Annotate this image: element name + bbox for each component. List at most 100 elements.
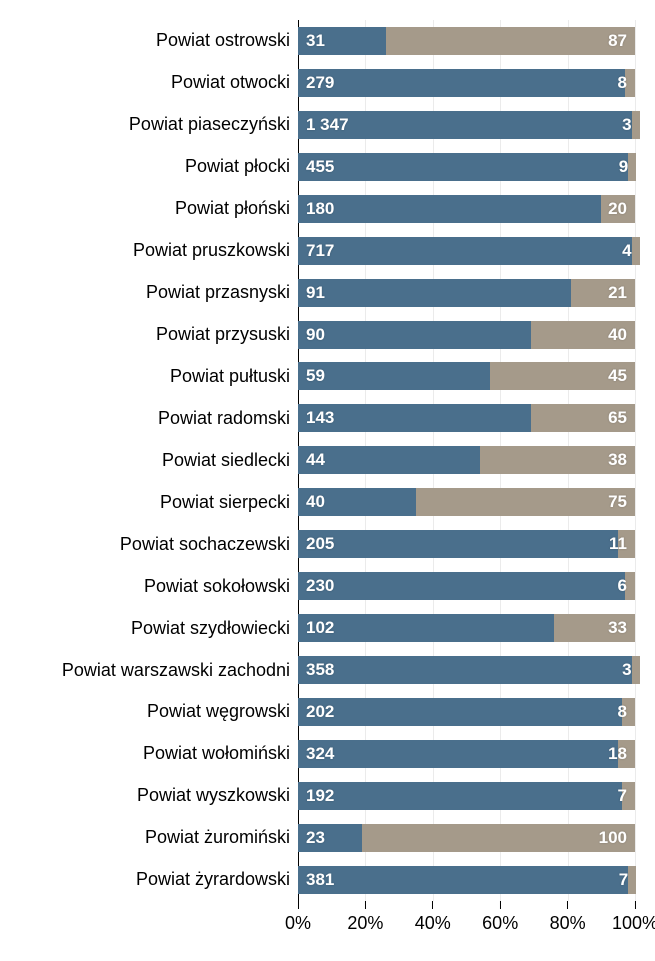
bar-segment-a: 324 xyxy=(298,740,618,768)
category-label: Powiat piaseczyński xyxy=(0,114,298,135)
x-axis: 0%20%40%60%80%100% xyxy=(298,901,635,961)
bar-segment-b: 20 xyxy=(601,195,635,223)
bar-value-b: 3 xyxy=(622,115,631,135)
category-label: Powiat szydłowiecki xyxy=(0,618,298,639)
category-label: Powiat żyrardowski xyxy=(0,869,298,890)
bar-track: 20511 xyxy=(298,530,635,558)
bar-track: 32418 xyxy=(298,740,635,768)
tick-label: 60% xyxy=(482,913,518,934)
bar-segment-b: 87 xyxy=(386,27,635,55)
bar-value-a: 40 xyxy=(306,492,325,512)
tick-label: 0% xyxy=(285,913,311,934)
bar-value-a: 381 xyxy=(306,870,334,890)
category-label: Powiat przysuski xyxy=(0,324,298,345)
category-label: Powiat pruszkowski xyxy=(0,240,298,261)
bar-value-b: 21 xyxy=(608,283,627,303)
bar-value-b: 4 xyxy=(622,241,631,261)
bar-segment-b: 65 xyxy=(531,404,635,432)
bar-value-a: 1 347 xyxy=(306,115,349,135)
bar-segment-a: 381 xyxy=(298,866,628,894)
bar-track: 1927 xyxy=(298,782,635,810)
bar-value-b: 20 xyxy=(608,199,627,219)
bar-value-a: 279 xyxy=(306,73,334,93)
bar-value-b: 33 xyxy=(608,618,627,638)
category-label: Powiat przasnyski xyxy=(0,282,298,303)
category-label: Powiat radomski xyxy=(0,408,298,429)
bar-value-a: 358 xyxy=(306,660,334,680)
x-axis-tick: 40% xyxy=(415,901,451,934)
tick-label: 40% xyxy=(415,913,451,934)
bar-track: 4559 xyxy=(298,153,635,181)
category-label: Powiat wyszkowski xyxy=(0,785,298,806)
x-axis-tick: 20% xyxy=(347,901,383,934)
tick-label: 100% xyxy=(612,913,655,934)
bar-track: 31 87 xyxy=(298,27,635,55)
bar-value-b: 3 xyxy=(622,660,631,680)
category-label: Powiat otwocki xyxy=(0,72,298,93)
bar-value-a: 90 xyxy=(306,325,325,345)
bar-segment-b: 40 xyxy=(531,321,635,349)
bar-segment-b: 11 xyxy=(618,530,635,558)
bar-segment-a: 90 xyxy=(298,321,531,349)
bar-track: 59 45 xyxy=(298,362,635,390)
bar-value-a: 143 xyxy=(306,408,334,428)
bar-track: 143 65 xyxy=(298,404,635,432)
bar-segment-a: 192 xyxy=(298,782,622,810)
bar-value-a: 59 xyxy=(306,366,325,386)
bar-track: 7174 xyxy=(298,237,635,265)
tick-label: 20% xyxy=(347,913,383,934)
category-label: Powiat ostrowski xyxy=(0,30,298,51)
bar-value-a: 31 xyxy=(306,31,325,51)
bar-segment-b: 7 xyxy=(622,782,635,810)
bar-value-b: 8 xyxy=(618,702,627,722)
category-label: Powiat sochaczewski xyxy=(0,534,298,555)
bar-value-a: 202 xyxy=(306,702,334,722)
bar-value-b: 7 xyxy=(619,870,628,890)
bar-track: 18020 xyxy=(298,195,635,223)
bar-track: 358 3 xyxy=(298,656,635,684)
tick-mark xyxy=(365,901,366,909)
bar-segment-b: 8 xyxy=(622,698,635,726)
x-axis-tick: 100% xyxy=(612,901,655,934)
bar-value-a: 230 xyxy=(306,576,334,596)
category-label: Powiat węgrowski xyxy=(0,701,298,722)
bar-value-b: 11 xyxy=(609,534,627,554)
category-label: Powiat wołomiński xyxy=(0,743,298,764)
bar-value-b: 6 xyxy=(618,576,627,596)
bar-segment-b: 100 xyxy=(362,824,635,852)
bar-row: Powiat płoński18020 xyxy=(0,189,635,229)
bar-segment-b: 33 xyxy=(554,614,635,642)
bar-segment-a: 143 xyxy=(298,404,531,432)
bar-track: 2028 xyxy=(298,698,635,726)
bar-row: Powiat szydłowiecki102 33 xyxy=(0,608,635,648)
bar-row: Powiat ostrowski 31 87 xyxy=(0,21,635,61)
bar-row: Powiat warszawski zachodni3583 xyxy=(0,650,635,690)
bar-row: Powiat sierpecki4075 xyxy=(0,482,635,522)
bar-segment-a: 279 xyxy=(298,69,625,97)
bar-segment-b: 7 xyxy=(628,866,636,894)
bar-value-b: 75 xyxy=(608,492,627,512)
bar-segment-a: 102 xyxy=(298,614,554,642)
bar-segment-b: 6 xyxy=(625,572,635,600)
bar-value-a: 192 xyxy=(306,786,334,806)
bar-track: 381 7 xyxy=(298,866,635,894)
bar-segment-b: 75 xyxy=(416,488,635,516)
bar-segment-a: 91 xyxy=(298,279,571,307)
bar-row: Powiat przysuski 90 40 xyxy=(0,315,635,355)
category-label: Powiat płocki xyxy=(0,156,298,177)
bar-row: Powiat otwocki2798 xyxy=(0,63,635,103)
bar-value-b: 45 xyxy=(608,366,627,386)
bar-track: 1 347 3 xyxy=(298,111,635,139)
bar-track: 230 6 xyxy=(298,572,635,600)
bar-segment-b: 45 xyxy=(490,362,635,390)
bar-row: Powiat wyszkowski1927 xyxy=(0,776,635,816)
bar-row: Powiat żuromiński23100 xyxy=(0,818,635,858)
bar-row: Powiat sochaczewski20511 xyxy=(0,524,635,564)
category-label: Powiat siedlecki xyxy=(0,450,298,471)
bar-track: 40 75 xyxy=(298,488,635,516)
bar-segment-a: 358 xyxy=(298,656,632,684)
bar-value-a: 44 xyxy=(306,450,325,470)
tick-mark xyxy=(297,901,298,909)
tick-mark xyxy=(500,901,501,909)
bar-segment-a: 205 xyxy=(298,530,618,558)
